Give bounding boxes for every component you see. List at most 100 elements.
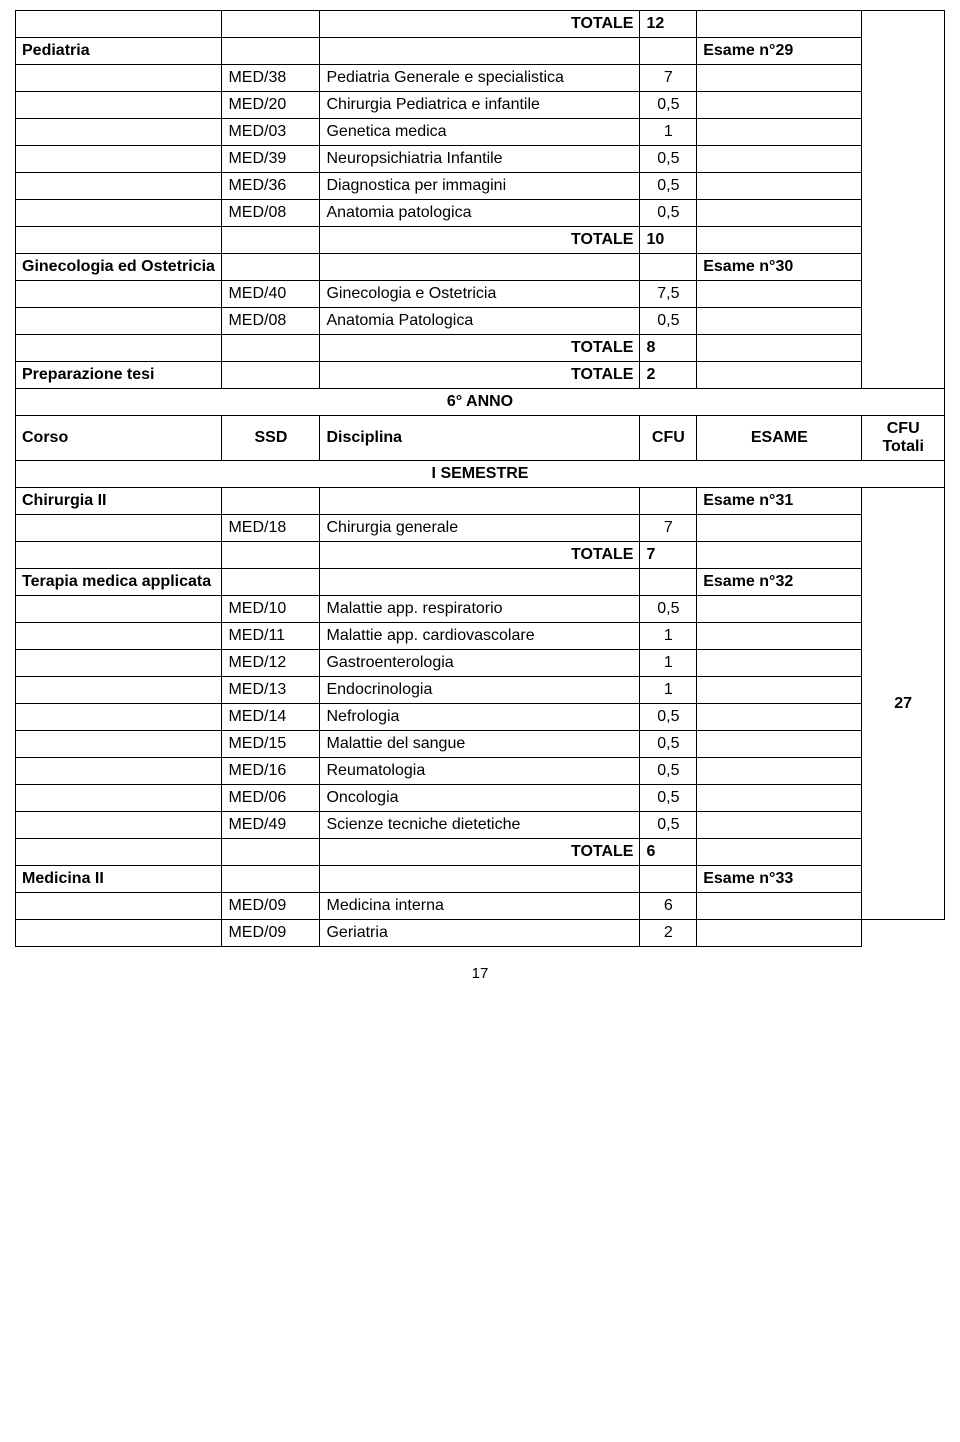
ssd-cell: MED/40 [222,281,320,308]
course-cell [16,893,222,920]
ssd-cell: MED/09 [222,893,320,920]
cfu-total-cell [862,65,945,92]
table-row: I SEMESTRE [16,461,945,488]
ssd-cell: MED/38 [222,65,320,92]
course-cell [16,119,222,146]
discipline-cell: Chirurgia generale [320,515,640,542]
cfu-cell [640,38,697,65]
course-cell [16,227,222,254]
exam-cell: Esame n°29 [697,38,862,65]
cfu-cell: 0,5 [640,173,697,200]
ssd-cell: MED/49 [222,812,320,839]
page-number: 17 [15,965,945,982]
ssd-cell: MED/20 [222,92,320,119]
ssd-cell: MED/12 [222,650,320,677]
discipline-cell [320,254,640,281]
ssd-cell: MED/08 [222,308,320,335]
discipline-cell: Chirurgia Pediatrica e infantile [320,92,640,119]
ssd-cell [222,38,320,65]
course-cell: Corso [16,416,222,461]
discipline-cell [320,569,640,596]
cfu-cell: 1 [640,623,697,650]
cfu-cell [640,488,697,515]
cfu-cell: 8 [640,335,697,362]
discipline-cell: TOTALE [320,11,640,38]
discipline-cell [320,488,640,515]
cfu-cell: 2 [640,362,697,389]
table-row: CorsoSSDDisciplinaCFUESAMECFU Totali [16,416,945,461]
discipline-cell: Scienze tecniche dietetiche [320,812,640,839]
cfu-total-cell [862,146,945,173]
ssd-cell [222,569,320,596]
ssd-cell [222,11,320,38]
curriculum-table: TOTALE 1 2 PediatriaEsame n°29 MED/38Pedia… [15,10,945,947]
table-row: MED/03Genetica medica1 [16,119,945,146]
table-row: MED/09Geriatria2 [16,920,945,947]
table-row: TOTALE6 [16,839,945,866]
table-row: PediatriaEsame n°29 [16,38,945,65]
ssd-cell: MED/13 [222,677,320,704]
course-cell [16,515,222,542]
cfu-cell: 0,5 [640,758,697,785]
discipline-cell: Endocrinologia [320,677,640,704]
table-row: MED/08Anatomia patologica0,5 [16,200,945,227]
discipline-cell: Genetica medica [320,119,640,146]
cfu-total-cell [862,11,945,38]
discipline-cell: Gastroenterologia [320,650,640,677]
table-row: MED/38Pediatria Generale e specialistica… [16,65,945,92]
table-row: Medicina IIEsame n°33 [16,866,945,893]
exam-cell: Esame n°30 [697,254,862,281]
cfu-total-cell [862,38,945,65]
table-row: MED/36Diagnostica per immagini0,5 [16,173,945,200]
exam-cell [697,362,862,389]
discipline-cell: TOTALE [320,542,640,569]
cfu-cell: 0,5 [640,146,697,173]
course-cell [16,92,222,119]
exam-cell [697,677,862,704]
cfu-cell: 0,5 [640,92,697,119]
exam-cell [697,200,862,227]
discipline-cell: Diagnostica per immagini [320,173,640,200]
exam-cell [697,731,862,758]
discipline-cell: Reumatologia [320,758,640,785]
table-row: MED/10Malattie app. respiratorio0,5 [16,596,945,623]
discipline-cell: Oncologia [320,785,640,812]
course-cell [16,173,222,200]
discipline-cell: Malattie del sangue [320,731,640,758]
cfu-cell: 2 [640,920,697,947]
exam-cell [697,758,862,785]
cfu-total-cell [862,254,945,281]
cfu-cell: 0,5 [640,731,697,758]
course-cell [16,731,222,758]
table-row: MED/40Ginecologia e Ostetricia7,5 [16,281,945,308]
ssd-cell: MED/03 [222,119,320,146]
course-cell [16,11,222,38]
exam-cell [697,515,862,542]
course-cell: Chirurgia II [16,488,222,515]
cfu-total-value: 27 [862,488,945,920]
table-row: 6° ANNO [16,389,945,416]
exam-cell [697,650,862,677]
course-cell [16,920,222,947]
ssd-cell [222,362,320,389]
course-cell [16,200,222,227]
exam-cell [697,623,862,650]
table-row: Chirurgia IIEsame n°3127 [16,488,945,515]
cfu-cell: 0,5 [640,785,697,812]
discipline-cell: TOTALE [320,227,640,254]
course-cell [16,542,222,569]
discipline-cell: Anatomia patologica [320,200,640,227]
course-cell: Preparazione tesi [16,362,222,389]
exam-cell [697,704,862,731]
course-cell [16,839,222,866]
discipline-cell: Medicina interna [320,893,640,920]
cfu-total-header: CFU Totali [862,416,945,461]
table-row: MED/13Endocrinologia1 [16,677,945,704]
table-row: MED/11Malattie app. cardiovascolare1 [16,623,945,650]
cfu-cell: 7 [640,65,697,92]
cfu-total-cell [862,281,945,308]
discipline-cell: Neuropsichiatria Infantile [320,146,640,173]
ssd-cell: MED/14 [222,704,320,731]
cfu-cell: 0,5 [640,200,697,227]
discipline-cell: Malattie app. respiratorio [320,596,640,623]
